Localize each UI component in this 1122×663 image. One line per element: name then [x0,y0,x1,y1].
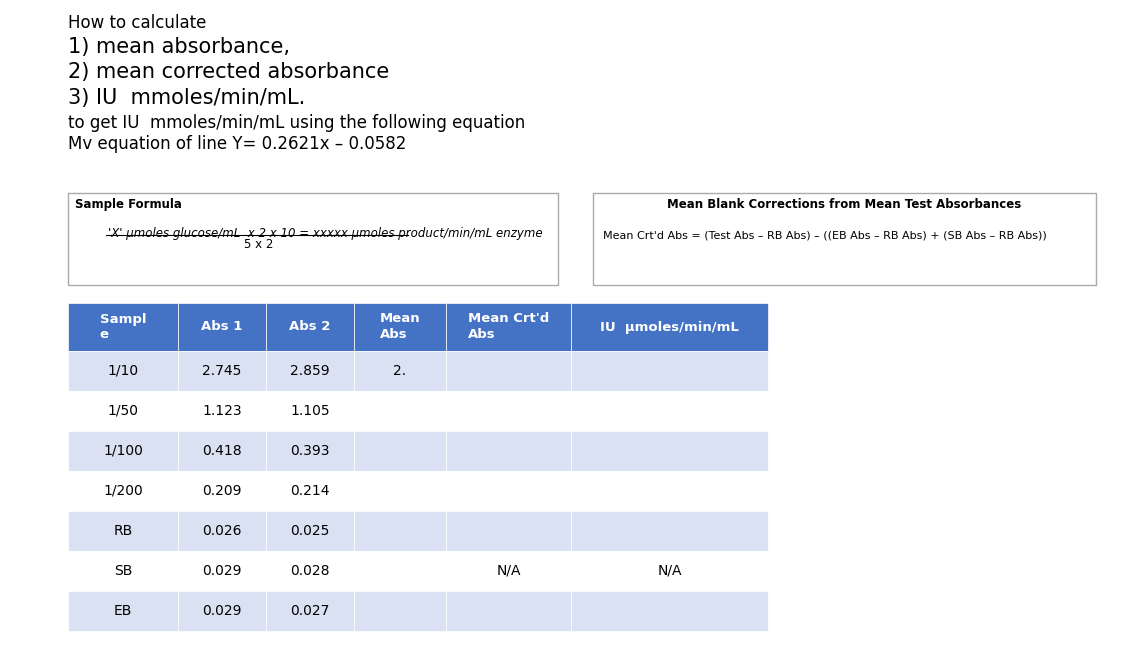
FancyBboxPatch shape [178,431,266,471]
Text: 2.: 2. [394,364,406,378]
FancyBboxPatch shape [178,303,266,351]
Text: 5 x 2: 5 x 2 [245,238,274,251]
Text: Sampl
e: Sampl e [100,312,146,341]
FancyBboxPatch shape [447,551,571,591]
Text: Abs 2: Abs 2 [289,320,331,333]
Text: 1/50: 1/50 [108,404,138,418]
FancyBboxPatch shape [447,303,571,351]
Text: 'X' μmoles glucose/mL  x 2 x 10 = xxxxx μmoles product/min/mL enzyme: 'X' μmoles glucose/mL x 2 x 10 = xxxxx μ… [108,227,543,240]
FancyBboxPatch shape [266,591,355,631]
Text: 0.026: 0.026 [202,524,241,538]
FancyBboxPatch shape [594,193,1096,285]
Text: 2.859: 2.859 [291,364,330,378]
Text: Mean Crt'd Abs = (Test Abs – RB Abs) – ((EB Abs – RB Abs) + (SB Abs – RB Abs)): Mean Crt'd Abs = (Test Abs – RB Abs) – (… [603,230,1047,240]
FancyBboxPatch shape [68,591,178,631]
FancyBboxPatch shape [178,351,266,391]
FancyBboxPatch shape [447,351,571,391]
FancyBboxPatch shape [68,391,178,431]
FancyBboxPatch shape [447,471,571,511]
Text: to get IU  mmoles/min/mL using the following equation: to get IU mmoles/min/mL using the follow… [68,114,525,132]
FancyBboxPatch shape [447,391,571,431]
FancyBboxPatch shape [68,471,178,511]
Text: Mean
Abs: Mean Abs [379,312,421,341]
Text: SB: SB [113,564,132,578]
FancyBboxPatch shape [571,471,767,511]
FancyBboxPatch shape [571,591,767,631]
Text: How to calculate: How to calculate [68,14,206,32]
FancyBboxPatch shape [266,511,355,551]
FancyBboxPatch shape [266,471,355,511]
FancyBboxPatch shape [355,431,447,471]
Text: EB: EB [113,604,132,618]
FancyBboxPatch shape [68,431,178,471]
FancyBboxPatch shape [266,303,355,351]
FancyBboxPatch shape [447,431,571,471]
FancyBboxPatch shape [178,391,266,431]
Text: 0.028: 0.028 [291,564,330,578]
Text: 1/100: 1/100 [103,444,142,458]
FancyBboxPatch shape [355,391,447,431]
Text: IU  μmoles/min/mL: IU μmoles/min/mL [600,320,739,333]
FancyBboxPatch shape [178,511,266,551]
FancyBboxPatch shape [178,591,266,631]
Text: Sample Formula: Sample Formula [75,198,182,211]
FancyBboxPatch shape [266,431,355,471]
Text: 1/200: 1/200 [103,484,142,498]
FancyBboxPatch shape [571,511,767,551]
Text: 0.209: 0.209 [202,484,241,498]
FancyBboxPatch shape [571,391,767,431]
FancyBboxPatch shape [447,591,571,631]
Text: 2) mean corrected absorbance: 2) mean corrected absorbance [68,62,389,82]
FancyBboxPatch shape [68,303,178,351]
Text: 0.025: 0.025 [291,524,330,538]
FancyBboxPatch shape [178,551,266,591]
FancyBboxPatch shape [447,511,571,551]
Text: 0.027: 0.027 [291,604,330,618]
Text: N/A: N/A [496,564,521,578]
Text: 1) mean absorbance,: 1) mean absorbance, [68,37,289,57]
Text: N/A: N/A [657,564,682,578]
Text: 2.745: 2.745 [202,364,241,378]
FancyBboxPatch shape [355,303,447,351]
Text: RB: RB [113,524,132,538]
Text: 0.029: 0.029 [202,604,241,618]
Text: Mean Blank Corrections from Mean Test Absorbances: Mean Blank Corrections from Mean Test Ab… [668,198,1022,211]
FancyBboxPatch shape [266,351,355,391]
Text: Abs 1: Abs 1 [201,320,242,333]
FancyBboxPatch shape [355,551,447,591]
FancyBboxPatch shape [266,551,355,591]
FancyBboxPatch shape [355,591,447,631]
Text: Mv equation of line Y= 0.2621x – 0.0582: Mv equation of line Y= 0.2621x – 0.0582 [68,135,406,153]
FancyBboxPatch shape [355,471,447,511]
FancyBboxPatch shape [266,391,355,431]
Text: Mean Crt'd
Abs: Mean Crt'd Abs [468,312,549,341]
FancyBboxPatch shape [68,551,178,591]
FancyBboxPatch shape [571,351,767,391]
Text: 3) IU  mmoles/min/mL.: 3) IU mmoles/min/mL. [68,88,305,108]
FancyBboxPatch shape [571,431,767,471]
Text: 0.214: 0.214 [291,484,330,498]
Text: 1.123: 1.123 [202,404,242,418]
FancyBboxPatch shape [571,303,767,351]
FancyBboxPatch shape [355,511,447,551]
Text: 0.393: 0.393 [291,444,330,458]
FancyBboxPatch shape [178,471,266,511]
Text: 1.105: 1.105 [291,404,330,418]
Text: 1/10: 1/10 [108,364,138,378]
FancyBboxPatch shape [355,351,447,391]
FancyBboxPatch shape [68,511,178,551]
Text: 0.418: 0.418 [202,444,242,458]
FancyBboxPatch shape [68,193,558,285]
Text: 0.029: 0.029 [202,564,241,578]
FancyBboxPatch shape [571,551,767,591]
FancyBboxPatch shape [68,351,178,391]
